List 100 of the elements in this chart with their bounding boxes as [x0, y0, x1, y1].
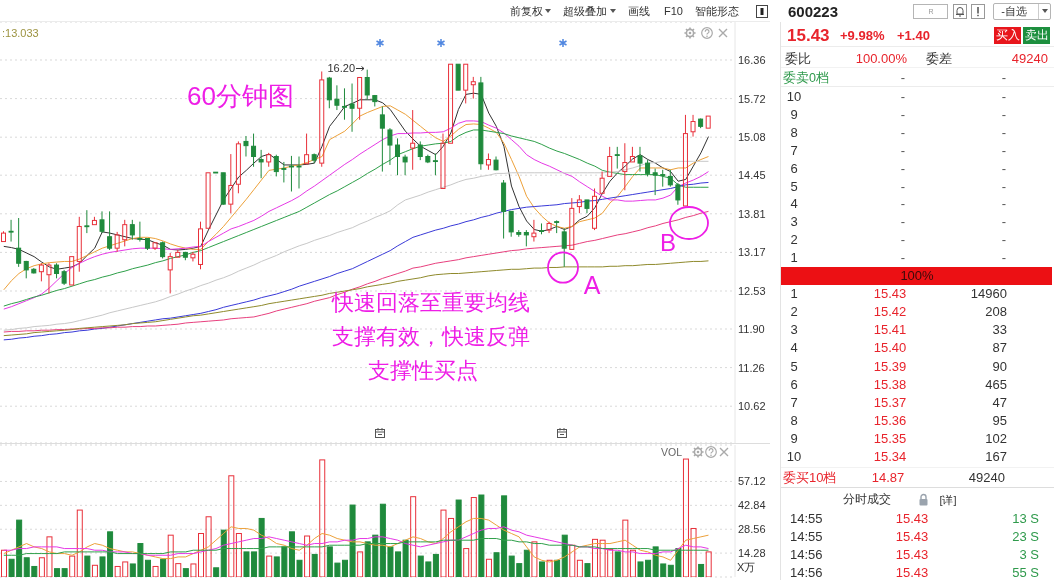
candlestick	[107, 210, 113, 251]
candlestick	[546, 221, 552, 234]
candlestick	[448, 63, 454, 144]
text: -	[900, 142, 906, 159]
bar	[705, 551, 712, 577]
bar	[152, 565, 159, 577]
text: 分时成交	[843, 492, 891, 507]
text: 委比	[785, 50, 811, 67]
bar	[228, 475, 235, 577]
text: 1	[790, 285, 798, 302]
text: -	[900, 231, 906, 248]
bar	[478, 494, 485, 577]
text: -	[900, 160, 906, 177]
text: +1.40	[897, 27, 930, 44]
candlestick	[569, 197, 575, 250]
text: -	[1001, 160, 1007, 177]
bar	[622, 519, 629, 577]
candlestick	[607, 146, 613, 177]
candlestick	[281, 161, 287, 183]
y-tick-label: 15.72	[738, 92, 766, 105]
y-tick-label: 12.53	[738, 284, 766, 297]
text: 465	[985, 376, 1007, 393]
text: 15.37	[873, 394, 907, 411]
text: -	[1001, 213, 1007, 230]
candlestick	[364, 69, 370, 101]
text: 15.43	[895, 528, 929, 545]
candlestick	[690, 114, 696, 138]
bar	[569, 544, 576, 577]
bar	[213, 567, 220, 577]
text: 10	[786, 448, 802, 465]
text: 14:55	[790, 510, 823, 527]
candlestick	[463, 63, 469, 104]
annotation: :13.033	[2, 26, 39, 40]
text: 95	[992, 412, 1007, 429]
bar	[69, 555, 76, 577]
candlestick	[137, 221, 143, 243]
text: 15.41	[873, 321, 907, 338]
text: -	[900, 213, 906, 230]
text: 49240	[1011, 50, 1048, 67]
text: -	[1001, 142, 1007, 159]
candlestick	[152, 242, 158, 251]
candlestick	[69, 256, 75, 286]
candlestick	[379, 105, 385, 173]
bar	[614, 551, 621, 577]
bar	[357, 551, 364, 577]
candlestick	[705, 115, 711, 129]
bar	[554, 559, 561, 577]
text: 5	[790, 358, 798, 374]
candlestick	[417, 140, 423, 161]
candlestick	[622, 142, 628, 191]
text: 14.87	[871, 469, 905, 485]
text: -	[1001, 69, 1007, 86]
bar	[160, 558, 167, 577]
candlestick	[387, 127, 393, 166]
text: 15.39	[873, 358, 907, 374]
text: 3	[790, 321, 798, 338]
text: 委差	[926, 50, 952, 67]
text: 15.43	[873, 285, 907, 302]
annotation: 16.20	[327, 61, 355, 75]
y-tick-label: 14.28	[738, 547, 766, 560]
text: F10	[664, 4, 683, 18]
candlestick	[251, 133, 257, 168]
text: 102	[985, 430, 1007, 447]
candlestick	[652, 168, 658, 196]
y-axis-title: X万	[737, 560, 756, 574]
bar	[523, 549, 530, 577]
text: 4	[790, 195, 798, 212]
text: 90	[992, 358, 1007, 374]
y-tick-label: 13.81	[738, 207, 766, 220]
bar	[432, 553, 439, 577]
text: -	[900, 178, 906, 194]
annotation: B	[659, 229, 677, 257]
text: 前复权	[510, 4, 543, 18]
bar	[629, 549, 636, 577]
bar	[485, 558, 492, 577]
text: 33	[992, 321, 1007, 338]
text: 100.00%	[855, 50, 907, 67]
text: 14:55	[790, 528, 823, 545]
text: -	[1001, 106, 1007, 123]
text: -自选	[1001, 4, 1027, 18]
text: 3 S	[1019, 546, 1039, 563]
candlestick	[357, 76, 363, 121]
bar	[410, 496, 417, 577]
text: 智能形态	[695, 4, 739, 18]
text: 10	[786, 88, 802, 105]
candlestick	[16, 217, 22, 268]
bar	[1, 549, 7, 577]
bar	[235, 533, 242, 577]
bar	[182, 568, 189, 577]
candlestick	[637, 146, 643, 173]
candlestick	[402, 154, 408, 176]
candlestick	[410, 109, 416, 171]
text: 87	[992, 339, 1007, 356]
text: [详]	[939, 493, 957, 506]
text: 1	[790, 249, 798, 266]
candlestick	[614, 146, 620, 170]
text: -	[900, 106, 906, 123]
bar	[561, 534, 568, 577]
y-tick-label: 57.12	[738, 475, 766, 488]
text: +9.98%	[840, 27, 885, 44]
